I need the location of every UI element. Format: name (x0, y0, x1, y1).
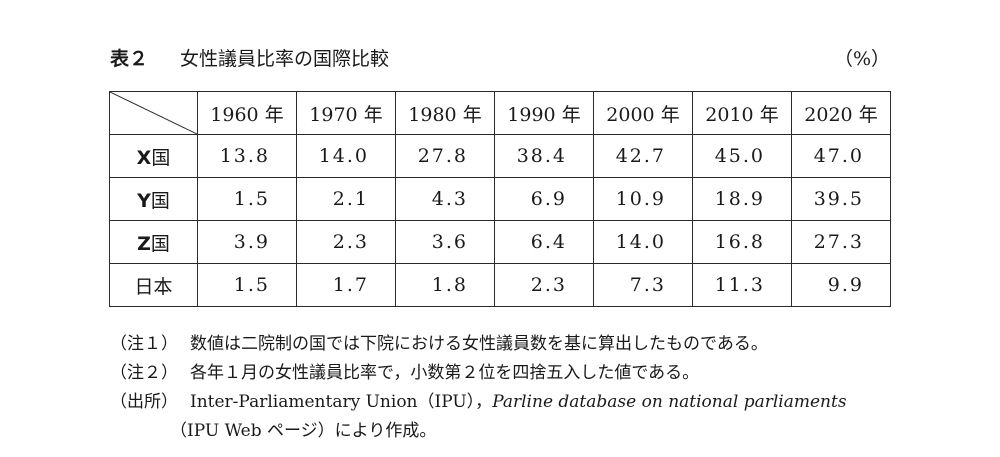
table-cell: 4.3 (395, 177, 495, 221)
table-cell: 3.9 (197, 220, 297, 264)
note-2: （注２） 各年１月の女性議員比率で，小数第２位を四捨五入した値である。 (110, 359, 900, 388)
source-text-continued: （IPU Web ページ）により作成。 (170, 421, 437, 441)
column-header: 1990 年 (494, 91, 594, 135)
table-cell: 42.7 (593, 134, 693, 178)
table-cell: 9.9 (791, 263, 891, 307)
source-text: Inter-Parliamentary Union（IPU），Parline d… (190, 392, 847, 412)
table-row: 日本 1.5 1.7 1.8 2.3 7.3 11.3 9.9 (109, 263, 891, 307)
note-label: （注１） (110, 334, 178, 354)
table-number: 表２ (110, 48, 149, 70)
column-header: 1980 年 (395, 91, 495, 135)
table-row: Y国 1.5 2.1 4.3 6.9 10.9 18.9 39.5 (109, 177, 891, 221)
row-header: Z国 (109, 220, 198, 264)
note-text: 数値は二院制の国では下院における女性議員数を基に算出したものである。 (190, 334, 768, 354)
source-label: （出所） (110, 392, 178, 412)
table-cell: 1.7 (296, 263, 396, 307)
table-cell: 7.3 (593, 263, 693, 307)
table-cell: 2.3 (296, 220, 396, 264)
table-cell: 10.9 (593, 177, 693, 221)
diagonal-line (110, 92, 197, 134)
table-cell: 45.0 (692, 134, 792, 178)
corner-cell (109, 91, 198, 135)
table-cell: 13.8 (197, 134, 297, 178)
row-header: 日本 (109, 263, 198, 307)
table-cell: 38.4 (494, 134, 594, 178)
table-caption: 表２ 女性議員比率の国際比較 （%） (110, 44, 890, 74)
table-cell: 14.0 (296, 134, 396, 178)
table-cell: 6.4 (494, 220, 594, 264)
table-title: 女性議員比率の国際比較 (180, 48, 390, 70)
table-cell: 2.1 (296, 177, 396, 221)
table-cell: 1.5 (197, 177, 297, 221)
table-cell: 18.9 (692, 177, 792, 221)
table-cell: 6.9 (494, 177, 594, 221)
row-header: X国 (109, 134, 198, 178)
table-cell: 2.3 (494, 263, 594, 307)
note-label: （注２） (110, 363, 178, 383)
source-note: （出所） Inter-Parliamentary Union（IPU），Parl… (110, 388, 900, 417)
table-cell: 1.8 (395, 263, 495, 307)
unit-label: （%） (833, 48, 890, 70)
table-cell: 27.8 (395, 134, 495, 178)
column-header: 1960 年 (197, 91, 297, 135)
table-cell: 27.3 (791, 220, 891, 264)
note-text: 各年１月の女性議員比率で，小数第２位を四捨五入した値である。 (190, 363, 700, 383)
table-row: X国 13.8 14.0 27.8 38.4 42.7 45.0 47.0 (109, 134, 891, 178)
column-header: 1970 年 (296, 91, 396, 135)
source-note-continued: （IPU Web ページ）により作成。 (110, 417, 900, 446)
table-row: Z国 3.9 2.3 3.6 6.4 14.0 16.8 27.3 (109, 220, 891, 264)
header-row: 1960 年 1970 年 1980 年 1990 年 2000 年 2010 … (109, 91, 891, 135)
table-cell: 16.8 (692, 220, 792, 264)
table-cell: 47.0 (791, 134, 891, 178)
column-header: 2010 年 (692, 91, 792, 135)
column-header: 2000 年 (593, 91, 693, 135)
data-table: 1960 年 1970 年 1980 年 1990 年 2000 年 2010 … (109, 91, 891, 307)
column-header: 2020 年 (791, 91, 891, 135)
row-header: Y国 (109, 177, 198, 221)
table-cell: 11.3 (692, 263, 792, 307)
note-1: （注１） 数値は二院制の国では下院における女性議員数を基に算出したものである。 (110, 330, 900, 359)
footnotes: （注１） 数値は二院制の国では下院における女性議員数を基に算出したものである。 … (110, 330, 900, 446)
source-title: Parline database on national parliaments (492, 392, 847, 412)
table-cell: 3.6 (395, 220, 495, 264)
table-cell: 39.5 (791, 177, 891, 221)
table-cell: 1.5 (197, 263, 297, 307)
table-cell: 14.0 (593, 220, 693, 264)
